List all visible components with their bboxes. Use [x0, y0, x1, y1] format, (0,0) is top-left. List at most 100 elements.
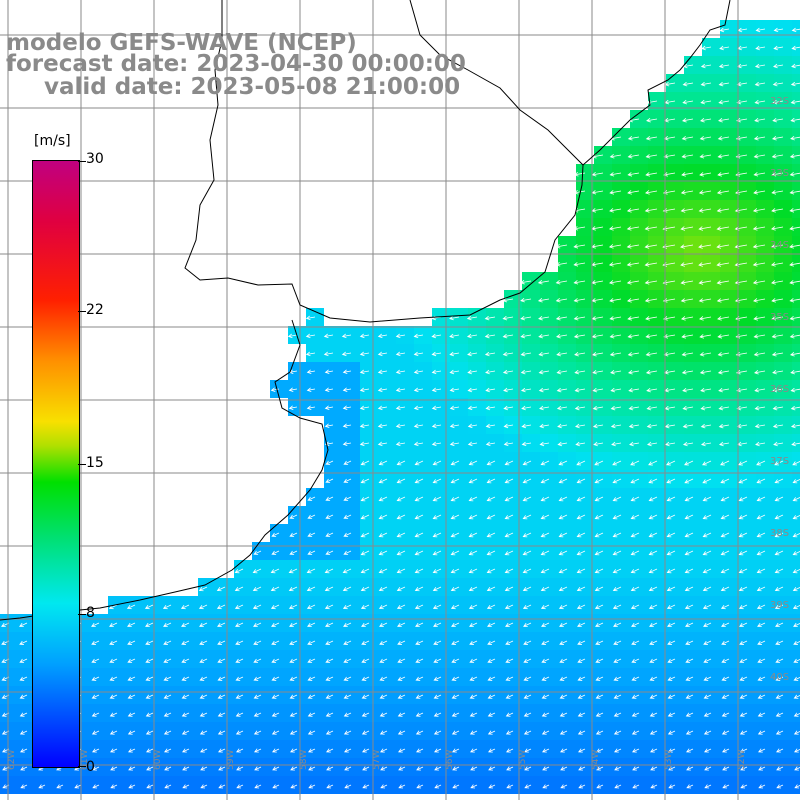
wind-arrow	[738, 586, 748, 592]
wind-arrow	[559, 658, 568, 663]
wind-arrow	[702, 604, 712, 610]
wind-arrow	[451, 658, 460, 663]
wind-arrow	[378, 514, 388, 520]
wind-arrow	[379, 640, 388, 645]
wind-arrow	[539, 405, 550, 411]
wind-arrow	[666, 586, 676, 592]
wind-arrow	[449, 333, 460, 339]
wind-arrow	[555, 280, 568, 285]
wind-arrow	[413, 423, 424, 429]
wind-arrow	[343, 658, 352, 663]
wind-arrow	[449, 351, 460, 357]
colorbar-tick-8: 8	[86, 605, 95, 621]
wind-arrow	[270, 586, 280, 592]
wind-arrow	[145, 640, 154, 645]
wind-arrow	[289, 676, 298, 681]
wind-arrow	[686, 766, 694, 771]
wind-arrow	[716, 298, 730, 303]
wind-arrow	[181, 712, 190, 717]
wind-arrow	[576, 604, 586, 610]
wind-arrow	[573, 298, 586, 303]
wind-arrow	[181, 640, 190, 645]
wind-arrow	[666, 532, 676, 538]
wind-arrow	[306, 369, 316, 374]
wind-arrow	[740, 784, 748, 789]
colorbar	[32, 160, 80, 768]
wind-arrow	[414, 532, 424, 538]
wind-arrow	[667, 622, 676, 628]
wind-arrow	[573, 334, 586, 339]
wind-arrow	[684, 532, 694, 538]
colorbar-tick-mark	[78, 614, 86, 615]
latitude-label: 37S	[770, 456, 789, 467]
wind-arrow	[668, 766, 676, 771]
wind-arrow	[684, 568, 694, 574]
wind-arrow	[449, 315, 460, 321]
wind-arrow	[560, 766, 568, 771]
wind-arrow	[537, 297, 550, 303]
wind-arrow	[504, 460, 514, 466]
wind-arrow	[504, 550, 514, 556]
wind-arrow	[395, 387, 406, 393]
wind-arrow	[466, 315, 478, 321]
wind-arrow	[377, 351, 388, 357]
wind-arrow	[574, 351, 586, 357]
wind-arrow	[360, 550, 370, 556]
wind-arrow	[631, 730, 640, 735]
wind-arrow	[720, 586, 730, 592]
wind-arrow	[128, 748, 136, 753]
wind-arrow	[630, 568, 640, 574]
wind-arrow	[469, 640, 478, 645]
wind-arrow	[717, 316, 730, 321]
wind-arrow	[667, 640, 676, 645]
wind-arrow	[324, 387, 334, 392]
wind-arrow	[685, 730, 694, 735]
wind-arrow	[771, 316, 784, 321]
wind-arrow	[753, 190, 766, 195]
longitude-label: 58W	[299, 750, 309, 770]
wind-arrow	[648, 514, 658, 520]
wind-cell	[792, 740, 800, 758]
wind-arrow	[235, 640, 244, 645]
wind-arrow	[323, 333, 334, 339]
wind-arrow	[520, 315, 532, 321]
wind-arrow	[145, 622, 154, 628]
wind-arrow	[717, 370, 730, 375]
wind-arrow	[540, 568, 550, 574]
wind-arrow	[359, 351, 370, 357]
wind-arrow	[776, 784, 784, 789]
wind-arrow	[558, 496, 568, 502]
wind-arrow	[361, 712, 370, 717]
longitude-label: 55W	[518, 750, 528, 770]
wind-arrow	[757, 676, 766, 681]
wind-arrow	[380, 748, 388, 753]
wind-arrow	[756, 478, 766, 484]
wind-cell	[792, 704, 800, 722]
longitude-label: 60W	[153, 750, 163, 770]
wind-arrow	[56, 784, 64, 789]
wind-arrow	[577, 694, 586, 699]
wind-arrow	[414, 568, 424, 574]
wind-arrow	[520, 297, 532, 303]
wind-arrow	[361, 730, 370, 735]
wind-arrow	[163, 622, 172, 628]
wind-arrow	[505, 640, 514, 645]
wind-arrow	[595, 676, 604, 681]
wind-arrow	[667, 676, 676, 681]
wind-arrow	[91, 712, 100, 717]
wind-arrow	[573, 244, 586, 249]
wind-arrow	[556, 333, 568, 339]
wind-arrow	[127, 712, 136, 717]
wind-arrow	[272, 766, 280, 771]
wind-arrow	[433, 640, 442, 645]
wind-arrow	[343, 676, 352, 681]
wind-arrow	[217, 712, 226, 717]
wind-arrow	[181, 694, 190, 699]
wind-arrow	[699, 172, 712, 177]
wind-arrow	[343, 496, 352, 501]
wind-arrow	[627, 154, 640, 159]
wind-arrow	[467, 369, 478, 375]
wind-arrow	[524, 766, 532, 771]
wind-arrow	[647, 441, 658, 447]
